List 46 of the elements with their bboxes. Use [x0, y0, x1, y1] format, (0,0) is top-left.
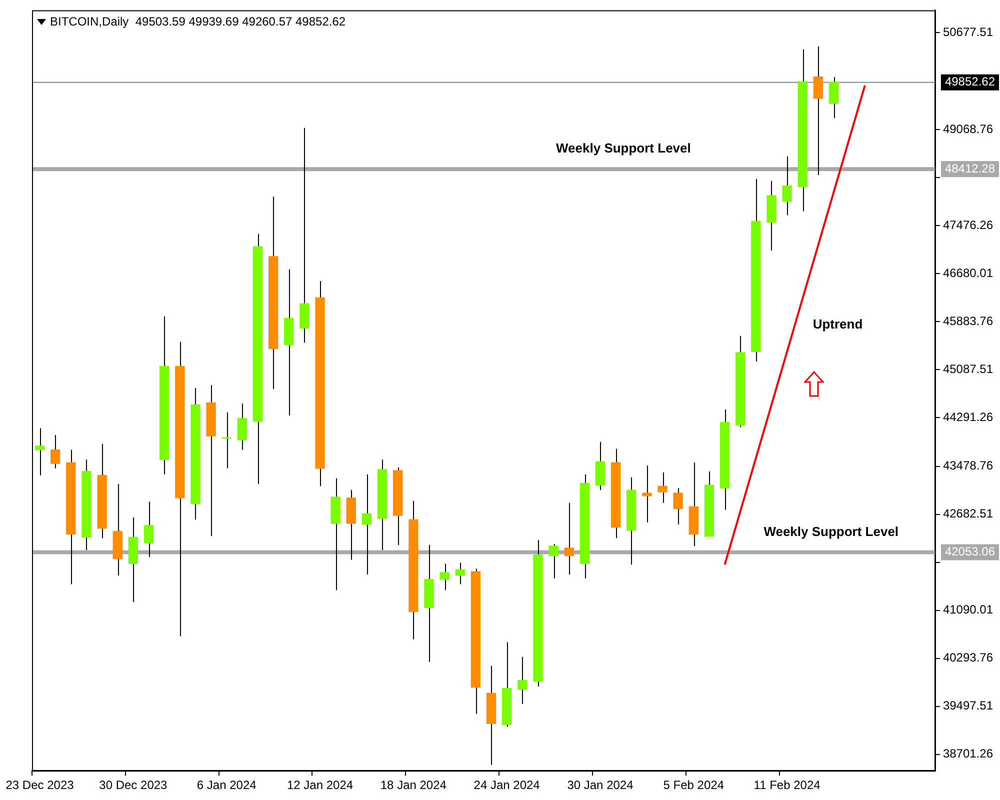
candlestick: [34, 428, 45, 476]
y-tick-label: 43478.76: [942, 458, 994, 473]
y-tick-label: 39497.51: [942, 698, 994, 713]
candlestick: [362, 474, 372, 575]
candlestick: [144, 501, 154, 558]
candlestick: [440, 563, 450, 591]
y-tick-label: 44291.26: [942, 410, 994, 424]
x-tick-label: 5 Feb 2024: [663, 778, 724, 792]
x-tick-label: 23 Dec 2023: [6, 778, 74, 792]
y-tick-label: 41090.01: [942, 602, 994, 617]
y-tick-label: 46680.01: [942, 266, 994, 280]
x-tick-label: 30 Jan 2024: [567, 778, 634, 792]
candlestick: [658, 472, 668, 504]
candlestick: [828, 76, 839, 119]
y-tick-label: 45883.76: [942, 314, 994, 328]
annotation: Weekly Support Level: [764, 524, 899, 539]
candlestick: [782, 156, 792, 216]
candlestick: [564, 502, 574, 575]
ref-line-label: 49852.62: [944, 74, 996, 89]
candlestick: [50, 434, 60, 469]
candlestick: [300, 127, 310, 344]
x-tick-label: 6 Jan 2024: [196, 778, 257, 792]
chart-title: BITCOIN,Daily 49503.59 49939.69 49260.57 49852.62: [50, 14, 346, 29]
y-tick-label: 40293.76: [942, 650, 994, 665]
x-tick-label: 11 Feb 2024: [754, 778, 821, 792]
x-tick-label: 30 Dec 2023: [99, 778, 168, 792]
y-tick-label: 47476.26: [942, 218, 994, 232]
annotation: Weekly Support Level: [556, 140, 691, 156]
series-label: Uptrend: [812, 316, 863, 332]
ref-line-label: 48412.28: [944, 161, 996, 176]
y-tick-label: 42682.51: [942, 506, 994, 521]
x-tick-label: 12 Jan 2024: [286, 778, 354, 792]
x-tick-label: 24 Jan 2024: [474, 778, 540, 792]
candlestick: [548, 544, 558, 579]
y-tick-label: 45087.51: [942, 362, 994, 376]
candlestick: [673, 488, 683, 525]
ref-line-label: 42053.06: [944, 544, 996, 559]
y-tick-label: 49068.76: [942, 122, 994, 136]
candlestick: [455, 562, 465, 585]
candlestick: [518, 656, 528, 705]
candlestick: [237, 403, 247, 450]
x-tick-label: 18 Jan 2024: [380, 778, 447, 792]
y-tick-label: 38701.26: [942, 746, 994, 761]
candlestick: [813, 46, 824, 176]
y-tick-label: 50677.51: [942, 24, 994, 39]
candlestick: [642, 465, 652, 523]
